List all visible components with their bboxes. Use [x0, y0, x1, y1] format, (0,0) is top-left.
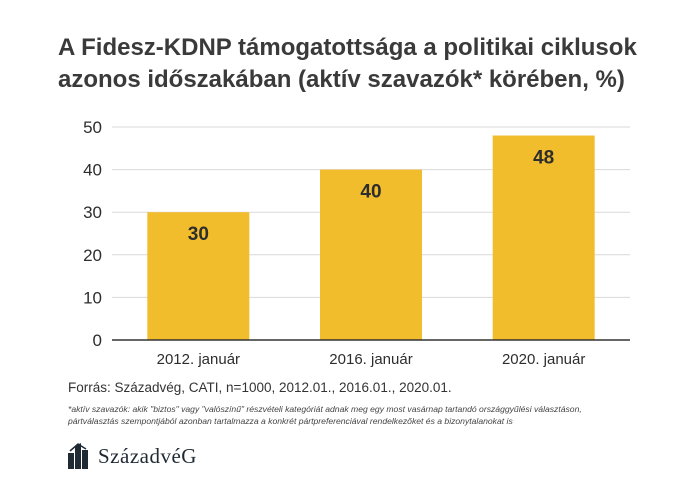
x-tick-label: 2020. január [502, 351, 585, 368]
data-label: 40 [360, 182, 381, 203]
szazadveg-logo: SzázadvéG [66, 442, 197, 470]
y-tick-label: 10 [83, 288, 102, 307]
bar-chart: 0 10 20 30 40 50 30 2012. január 40 2016. január 4… [83, 118, 630, 368]
bar [320, 169, 422, 340]
chart-title: A Fidesz-KDNP támogatottsága a politikai… [58, 32, 678, 96]
y-tick-label: 0 [93, 331, 102, 350]
y-tick-label: 30 [83, 203, 102, 222]
footnote-line-2: pártválasztás szempontjából azonban tart… [68, 416, 513, 426]
bar [147, 212, 250, 340]
logo-text: SzázadvéG [98, 443, 197, 468]
logo-mark-icon [68, 443, 88, 469]
y-tick-label: 20 [83, 246, 102, 265]
chart-title-line-1: A Fidesz-KDNP támogatottsága a politikai… [58, 34, 637, 61]
y-tick-label: 50 [83, 118, 102, 137]
data-label: 48 [533, 148, 554, 169]
source-note: Forrás: Századvég, CATI, n=1000, 2012.01… [68, 380, 452, 395]
chart-title-line-2: azonos időszakában (aktív szavazók* köré… [58, 66, 625, 93]
data-label: 30 [188, 224, 209, 245]
footnote-line-1: *aktív szavazók: akik "biztos" vagy "val… [68, 404, 582, 414]
y-tick-label: 40 [83, 161, 102, 180]
x-tick-label: 2016. január [329, 351, 412, 368]
x-tick-label: 2012. január [157, 351, 240, 368]
footnote: *aktív szavazók: akik "biztos" vagy "val… [68, 403, 668, 427]
bar [492, 135, 595, 340]
